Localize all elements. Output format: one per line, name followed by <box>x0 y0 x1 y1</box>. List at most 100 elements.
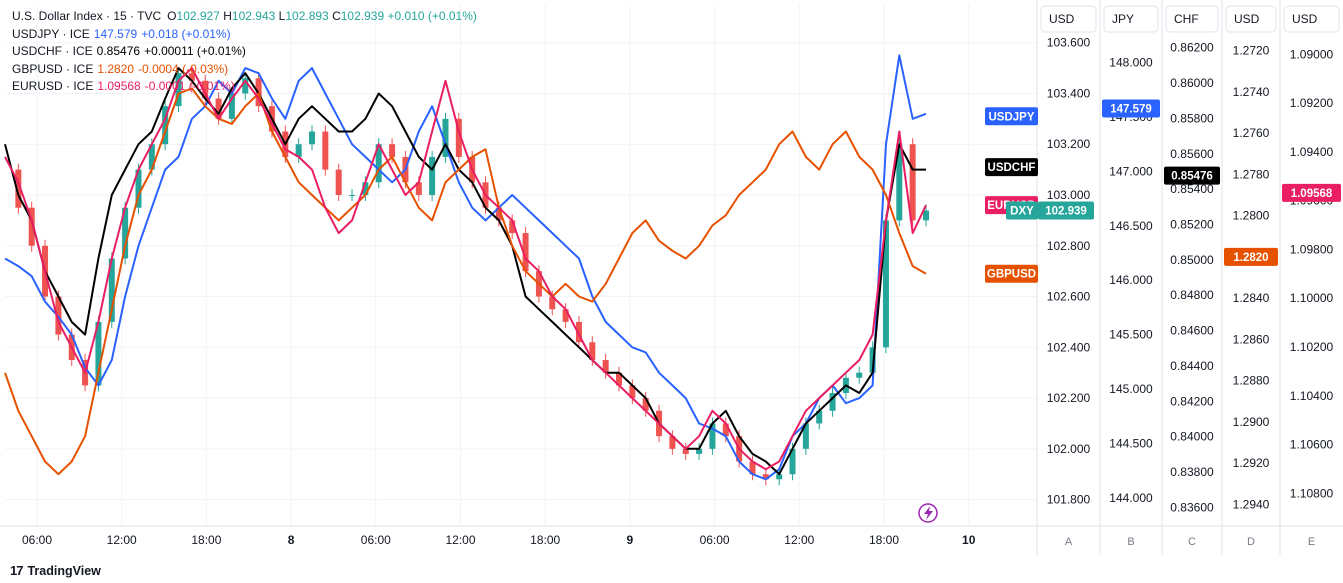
dxy-candle <box>709 423 716 449</box>
axis-B-tick-label: 145.500 <box>1109 328 1153 342</box>
dxy-candle <box>28 207 35 246</box>
axis-C-tick-label: 0.85600 <box>1170 147 1214 161</box>
x-tick-label: 06:00 <box>22 533 52 547</box>
dxy-candle <box>415 182 422 195</box>
price-label-1.09568: 1.09568 <box>1291 188 1333 200</box>
price-label-box <box>1282 183 1341 202</box>
axis-E-tick-label: 1.10800 <box>1290 486 1334 500</box>
x-tick-label: 12:00 <box>107 533 137 547</box>
axis-id-A: A <box>1065 536 1073 548</box>
axis-D-tick-label: 1.2760 <box>1233 126 1270 140</box>
dxy-candle <box>882 220 889 348</box>
dxy-candle <box>162 106 169 145</box>
legend-eurusd-change: -0.0001 (-0.01%) <box>144 79 235 93</box>
dxy-candle <box>309 131 315 145</box>
legend-c-value: 102.939 <box>340 9 385 23</box>
dxy-candle <box>762 474 769 480</box>
tradingview-footer[interactable]: 17 TradingView <box>10 563 101 578</box>
dxy-candle <box>549 296 556 310</box>
dxy-candle <box>669 436 676 449</box>
axis-D-tick-label: 1.2860 <box>1233 332 1270 346</box>
axis-C-tick-label: 0.84200 <box>1170 394 1214 408</box>
price-label-0.85476: 0.85476 <box>1171 171 1213 183</box>
axis-C-tick-label: 0.85800 <box>1170 111 1214 125</box>
legend-row-eurusd[interactable]: EURUSD · ICE 1.09568 -0.0001 (-0.01%) <box>12 78 477 96</box>
tradingview-logo-icon: 17 <box>10 563 24 578</box>
axis-C-tick-label: 0.84400 <box>1170 359 1214 373</box>
axis-id-C: C <box>1188 536 1196 548</box>
dxy-candle <box>749 461 756 475</box>
dxy-candle <box>602 360 609 373</box>
axis-C-tick-label: 0.86000 <box>1170 76 1214 90</box>
axis-title-C: CHF <box>1174 12 1199 26</box>
axis-title-box <box>1040 5 1097 33</box>
legend-gbpusd-value: 1.2820 <box>97 61 135 76</box>
dxy-candle <box>108 258 115 322</box>
price-label-usdjpy: USDJPY <box>988 111 1034 123</box>
legend-dxy-change: +0.010 (+0.01%) <box>387 9 477 23</box>
legend-row-gbpusd[interactable]: GBPUSD · ICE 1.2820 -0.0004 (-0.03%) <box>12 61 477 79</box>
legend-eurusd-value: 1.09568 <box>97 79 141 93</box>
price-label-102.939: 102.939 <box>1045 205 1087 217</box>
dxy-candle <box>335 169 342 195</box>
dxy-candle <box>375 144 382 183</box>
axis-title-E: USD <box>1292 12 1318 26</box>
legend-row-usdchf[interactable]: USDCHF · ICE 0.85476 +0.00011 (+0.01%) <box>12 43 477 61</box>
dxy-candle <box>322 131 329 170</box>
dxy-candle <box>722 423 729 437</box>
price-label-usdchf: USDCHF <box>988 162 1036 174</box>
dxy-candle <box>869 347 876 373</box>
price-label-147.579: 147.579 <box>1110 103 1152 115</box>
dxy-candle <box>589 342 596 360</box>
axis-D-tick-label: 1.2900 <box>1233 415 1270 429</box>
axis-D-tick-label: 1.2780 <box>1233 167 1270 181</box>
dxy-candle <box>856 372 863 378</box>
dxy-candle <box>389 144 396 157</box>
legend-h-value: 102.943 <box>231 9 276 23</box>
axis-C-tick-label: 0.84000 <box>1170 430 1214 444</box>
axis-D-tick-label: 1.2840 <box>1233 291 1270 305</box>
legend-usdjpy-value: 147.579 <box>93 26 138 41</box>
axis-id-B: B <box>1127 536 1134 548</box>
dxy-candle <box>575 321 582 343</box>
legend-row-dxy[interactable]: U.S. Dollar Index · 15 · TVC O102.927 H1… <box>12 8 477 26</box>
dxy-candle <box>923 210 929 221</box>
axis-A-tick-label: 103.400 <box>1047 86 1091 100</box>
dxy-candle <box>829 393 836 411</box>
axis-A-tick-label: 102.600 <box>1047 290 1091 304</box>
tradingview-brand: TradingView <box>27 563 101 578</box>
dxy-candle <box>228 93 235 119</box>
series-line-gbpusd <box>4 87 927 476</box>
price-label-box <box>985 158 1038 177</box>
x-tick-label: 06:00 <box>361 533 391 547</box>
axis-id-D: D <box>1247 536 1255 548</box>
dxy-candle <box>442 118 449 157</box>
dxy-candle <box>776 474 783 480</box>
dxy-candle <box>175 73 182 107</box>
dxy-candle <box>802 423 809 449</box>
axis-E-tick-label: 1.09800 <box>1290 242 1334 256</box>
legend-l-value: 102.893 <box>285 9 329 23</box>
lightning-icon <box>918 503 938 523</box>
axis-D-tick-label: 1.2740 <box>1233 85 1270 99</box>
dxy-candle <box>896 144 903 221</box>
price-label-box <box>985 264 1038 283</box>
axis-E-tick-label: 1.10000 <box>1290 291 1334 305</box>
dxy-candle <box>562 309 569 322</box>
price-label-dxy: DXY <box>1010 205 1034 217</box>
dxy-candle <box>215 98 222 119</box>
axis-E-tick-label: 1.10600 <box>1290 438 1334 452</box>
price-label-box <box>1164 166 1220 185</box>
axis-E-tick-label: 1.09000 <box>1290 47 1334 61</box>
dxy-candle <box>349 195 356 196</box>
chart-legend: U.S. Dollar Index · 15 · TVC O102.927 H1… <box>12 8 477 96</box>
legend-usdchf-name: USDCHF · ICE <box>12 44 93 58</box>
axis-E-tick-label: 1.10400 <box>1290 389 1334 403</box>
legend-row-usdjpy[interactable]: USDJPY · ICE 147.579 +0.018 (+0.01%) <box>12 26 477 44</box>
price-label-1.2820: 1.2820 <box>1233 252 1268 264</box>
axis-B-tick-label: 144.000 <box>1109 491 1153 505</box>
axis-title-box <box>1283 5 1340 33</box>
axis-D-tick-label: 1.2880 <box>1233 374 1270 388</box>
axis-E-tick-label: 1.09200 <box>1290 96 1334 110</box>
